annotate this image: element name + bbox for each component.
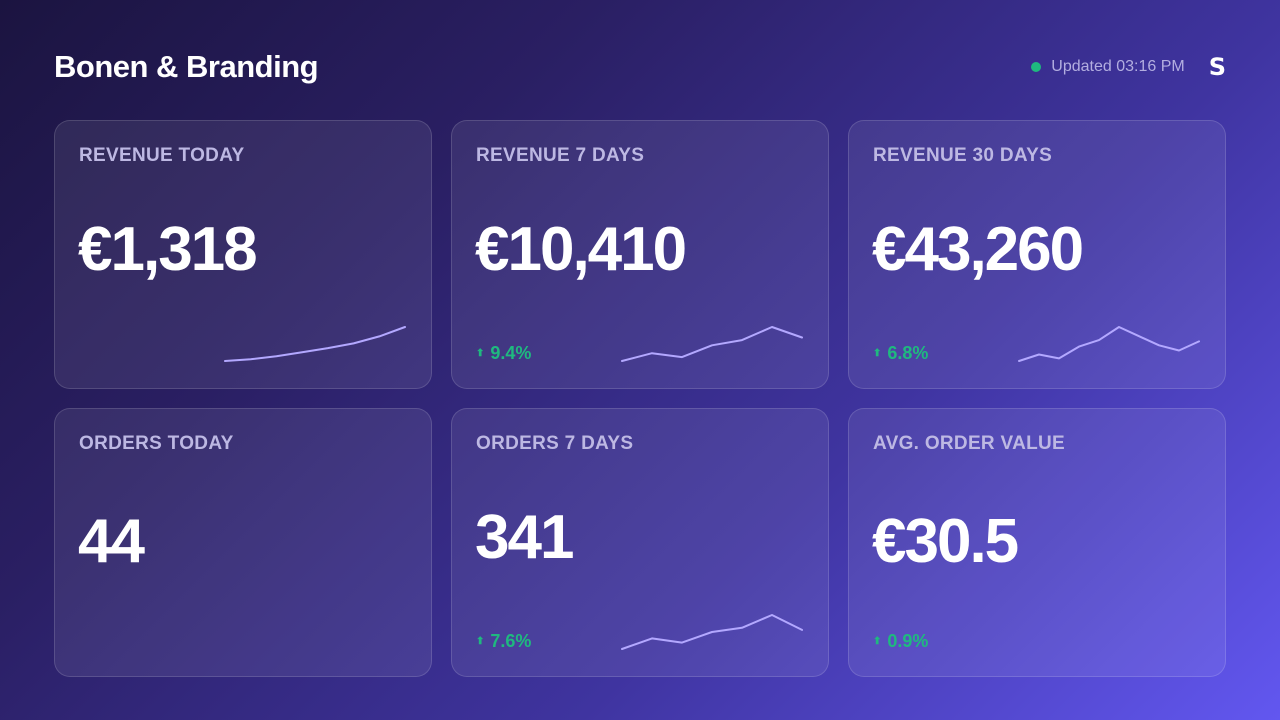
kpi-change-value: 0.9% (887, 631, 929, 651)
dashboard-header: Bonen & Branding Updated 03:16 PM S (54, 48, 1226, 86)
kpi-change-value: 7.6% (490, 631, 532, 651)
kpi-card-orders-today: ORDERS TODAY 44 (54, 408, 432, 677)
kpi-change: ⬆ 6.8% (873, 343, 928, 364)
kpi-card-avg-order-value: AVG. ORDER VALUE €30.5 ⬆ 0.9% (848, 408, 1226, 677)
update-status: Updated 03:16 PM S (1031, 55, 1226, 79)
kpi-card-revenue-7-days: REVENUE 7 DAYS €10,410 ⬆ 9.4% (451, 120, 829, 389)
kpi-value: €1,318 (78, 215, 258, 284)
kpi-change-value: 9.4% (490, 343, 532, 363)
sparkline (621, 326, 803, 362)
page-title: Bonen & Branding (54, 49, 319, 84)
kpi-card-revenue-30-days: REVENUE 30 DAYS €43,260 ⬆ 6.8% (848, 120, 1226, 389)
kpi-value: €43,260 (872, 215, 1084, 284)
sparkline (224, 326, 406, 362)
sparkline (621, 614, 803, 650)
kpi-card-orders-7-days: ORDERS 7 DAYS 341 ⬆ 7.6% (451, 408, 829, 677)
kpi-grid: REVENUE TODAY €1,318 REVENUE 7 DAYS €10,… (54, 120, 1226, 677)
sparkline-line (1018, 326, 1200, 362)
kpi-label: ORDERS 7 DAYS (476, 433, 634, 454)
arrow-up-icon: ⬆ (873, 635, 882, 647)
sparkline-line (621, 326, 803, 362)
arrow-up-icon: ⬆ (873, 347, 882, 359)
kpi-label: AVG. ORDER VALUE (873, 433, 1065, 454)
kpi-change: ⬆ 7.6% (476, 631, 531, 652)
sparkline (1018, 326, 1200, 362)
live-status-icon (1031, 62, 1042, 72)
kpi-label: REVENUE 30 DAYS (873, 145, 1053, 166)
kpi-label: ORDERS TODAY (79, 433, 234, 454)
kpi-value: €10,410 (475, 215, 687, 284)
sparkline-line (224, 326, 406, 362)
arrow-up-icon: ⬆ (476, 347, 485, 359)
kpi-value: €30.5 (872, 507, 1019, 576)
kpi-label: REVENUE TODAY (79, 145, 245, 166)
arrow-up-icon: ⬆ (476, 635, 485, 647)
kpi-card-revenue-today: REVENUE TODAY €1,318 (54, 120, 432, 389)
kpi-change-value: 6.8% (887, 343, 929, 363)
sparkline-line (621, 614, 803, 650)
kpi-value: 44 (78, 507, 145, 576)
kpi-label: REVENUE 7 DAYS (476, 145, 645, 166)
kpi-change: ⬆ 0.9% (873, 631, 928, 652)
kpi-change: ⬆ 9.4% (476, 343, 531, 364)
kpi-value: 341 (475, 503, 574, 572)
updated-timestamp: Updated 03:16 PM (1051, 58, 1185, 75)
brand-logo-icon: S (1208, 53, 1226, 81)
